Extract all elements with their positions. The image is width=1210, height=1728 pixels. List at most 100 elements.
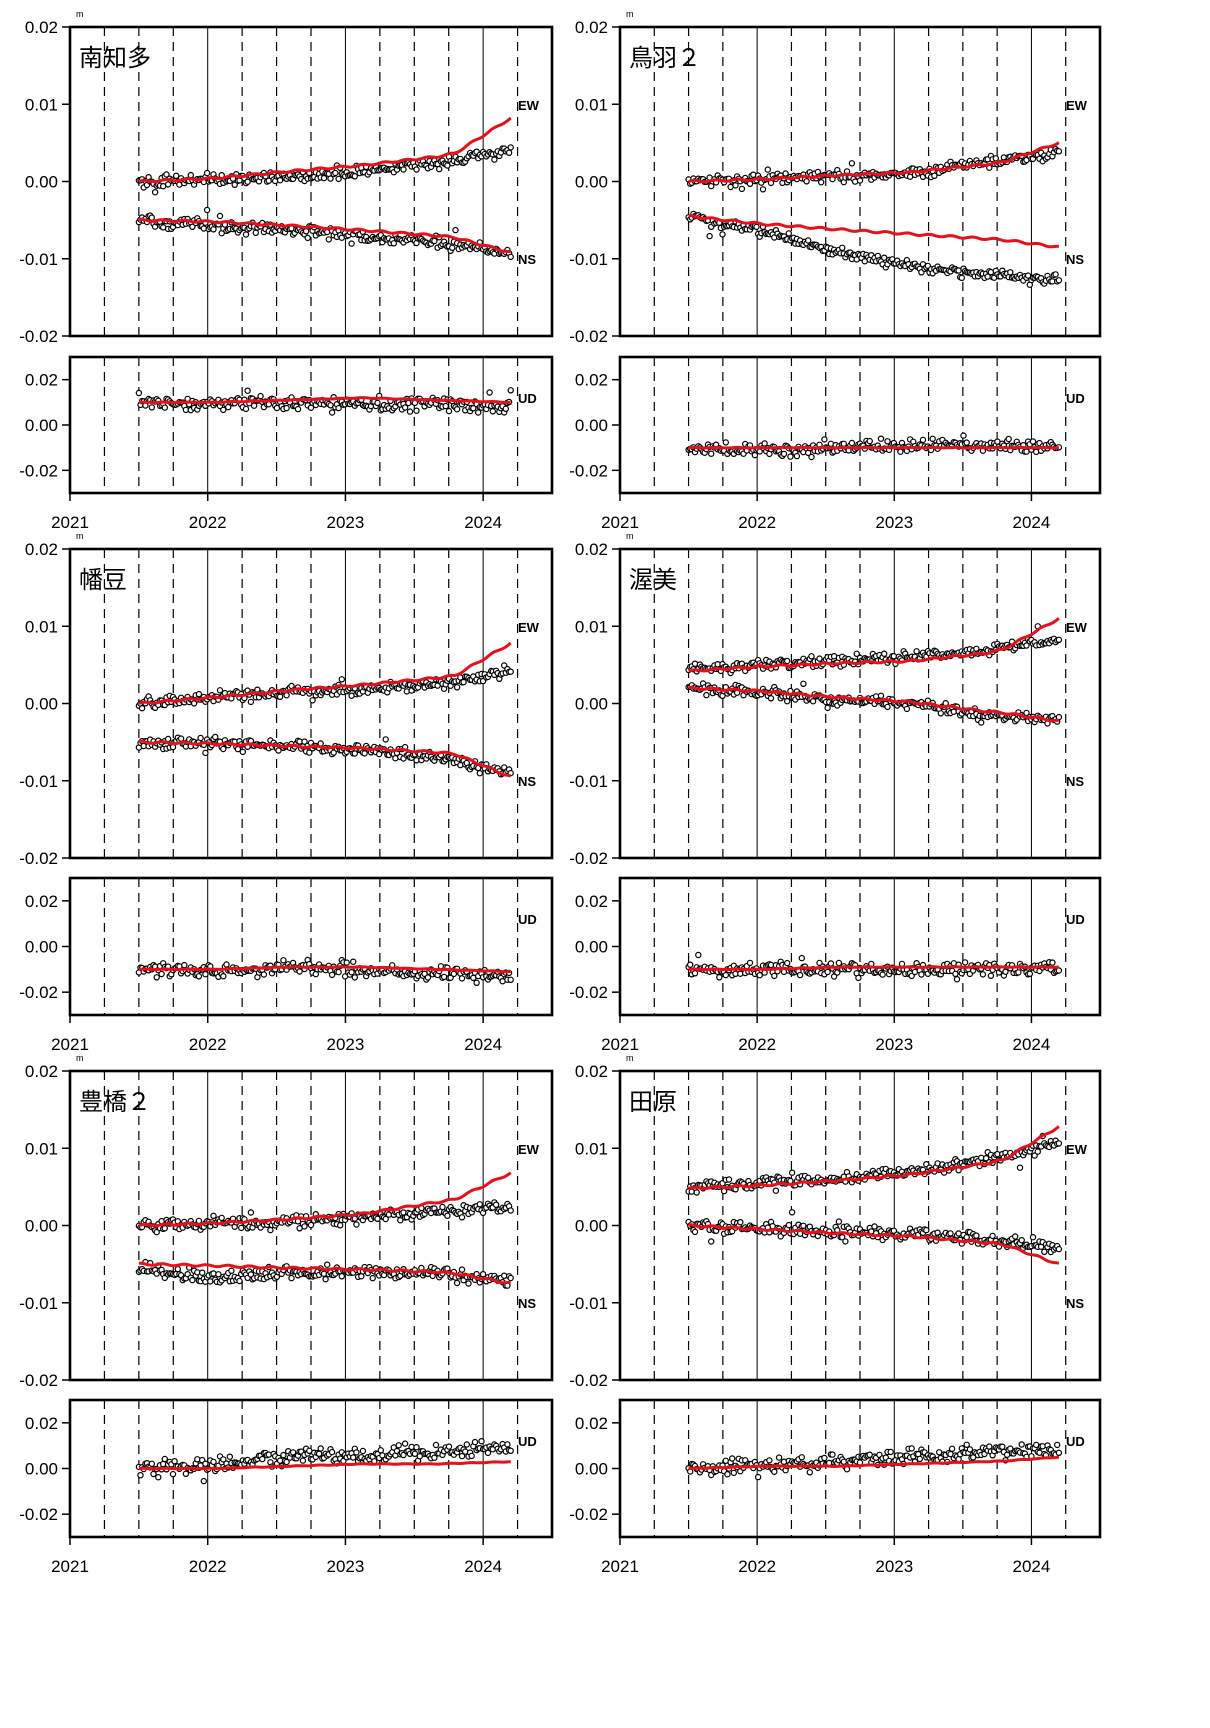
component-label-0: EW <box>518 620 540 635</box>
x-tick-label: 2021 <box>51 1557 89 1576</box>
observed-point <box>453 406 461 413</box>
observed-point <box>821 436 828 443</box>
x-tick-label: 2023 <box>327 1035 365 1054</box>
x-tick-label: 2021 <box>601 1035 639 1054</box>
observed-point <box>202 971 209 978</box>
observed-point <box>195 973 203 980</box>
observed-point <box>244 387 251 394</box>
observed-point <box>695 951 702 959</box>
x-tick-label: 2024 <box>464 513 502 532</box>
y-tick-label: 0.02 <box>25 892 58 911</box>
y-tick-label: -0.02 <box>569 983 608 1002</box>
observed-point <box>1055 277 1063 284</box>
observed-point <box>729 1455 736 1462</box>
observed-point <box>432 1441 440 1449</box>
component-label-0: EW <box>518 98 540 113</box>
observed-point <box>706 232 713 240</box>
y-tick-label: 0.00 <box>25 938 58 957</box>
observed-point <box>153 974 160 981</box>
observed-point <box>918 971 925 978</box>
observed-point <box>174 1265 181 1273</box>
y-tick-label: -0.02 <box>19 1505 58 1524</box>
observed-point <box>244 178 251 185</box>
observed-point <box>1055 1245 1063 1253</box>
observed-point <box>1029 1233 1037 1241</box>
y-tick-label: -0.02 <box>19 983 58 1002</box>
y-tick-label: 0.01 <box>25 617 58 636</box>
y-tick-label: -0.01 <box>19 772 58 791</box>
model-line-ud <box>688 445 1059 450</box>
observed-point <box>361 750 368 757</box>
observed-point <box>197 734 204 742</box>
observed-point <box>931 172 938 179</box>
station-name: 幡豆 <box>79 566 127 594</box>
y-tick-label: 0.01 <box>575 1139 608 1158</box>
observed-point <box>507 253 514 261</box>
observed-point <box>693 1189 700 1196</box>
observed-point <box>505 149 513 156</box>
observed-point <box>491 156 498 163</box>
unit-label: m <box>626 9 634 19</box>
observed-point <box>855 974 862 982</box>
observed-point <box>788 1169 796 1176</box>
observed-point <box>1049 959 1056 966</box>
observed-point <box>767 695 775 702</box>
observed-point <box>302 228 310 235</box>
observed-point <box>1041 1248 1048 1256</box>
observed-point <box>453 684 461 691</box>
observed-point <box>687 961 694 968</box>
station-name: 渥美 <box>629 566 677 594</box>
observed-point <box>780 450 788 458</box>
component-label-0: EW <box>1066 98 1088 113</box>
observed-point <box>224 403 232 411</box>
observed-point <box>460 678 467 686</box>
observed-point <box>328 409 336 416</box>
x-tick-label: 2024 <box>1013 513 1051 532</box>
observed-point <box>260 971 268 978</box>
observed-point <box>148 1460 155 1468</box>
observed-point <box>947 1230 954 1237</box>
observed-point <box>259 1455 266 1463</box>
observed-point <box>155 1473 162 1481</box>
observed-point <box>691 1228 699 1236</box>
observed-point <box>338 676 345 683</box>
observed-point <box>449 244 456 251</box>
x-tick-label: 2022 <box>738 1035 776 1054</box>
station-name: 田原 <box>629 1088 677 1116</box>
observed-point <box>390 240 397 247</box>
observed-point <box>315 1450 323 1457</box>
observed-point <box>730 1469 738 1477</box>
observed-point <box>766 1457 773 1464</box>
observed-point <box>210 1212 217 1220</box>
x-tick-label: 2021 <box>601 513 639 532</box>
station-name: 南知多 <box>79 44 151 72</box>
observed-point <box>1018 1236 1025 1244</box>
x-tick-label: 2023 <box>327 1557 365 1576</box>
observed-point <box>809 698 817 705</box>
observed-point <box>953 976 961 983</box>
observed-point <box>963 1234 970 1241</box>
observed-point <box>738 185 746 193</box>
observed-point <box>507 387 514 394</box>
observed-point <box>507 1207 514 1214</box>
observed-point <box>181 961 188 969</box>
y-tick-label: -0.02 <box>19 1371 58 1390</box>
observed-point <box>829 1451 836 1458</box>
observed-point <box>377 1447 384 1454</box>
observed-point <box>228 1267 235 1275</box>
observed-point <box>177 735 185 742</box>
y-tick-label: -0.02 <box>569 1371 608 1390</box>
component-label-1: NS <box>1066 252 1084 267</box>
observed-point <box>198 1269 206 1276</box>
observed-point <box>492 1201 500 1208</box>
observed-point <box>722 439 730 446</box>
observed-point <box>195 1217 203 1225</box>
observed-point <box>276 693 284 701</box>
observed-point <box>772 1187 780 1194</box>
observed-point <box>923 1226 930 1234</box>
y-tick-label: 0.00 <box>575 173 608 192</box>
y-tick-label: -0.01 <box>19 250 58 269</box>
observed-point <box>299 1457 307 1464</box>
component-label-1: NS <box>518 252 536 267</box>
observed-point <box>328 1448 336 1456</box>
